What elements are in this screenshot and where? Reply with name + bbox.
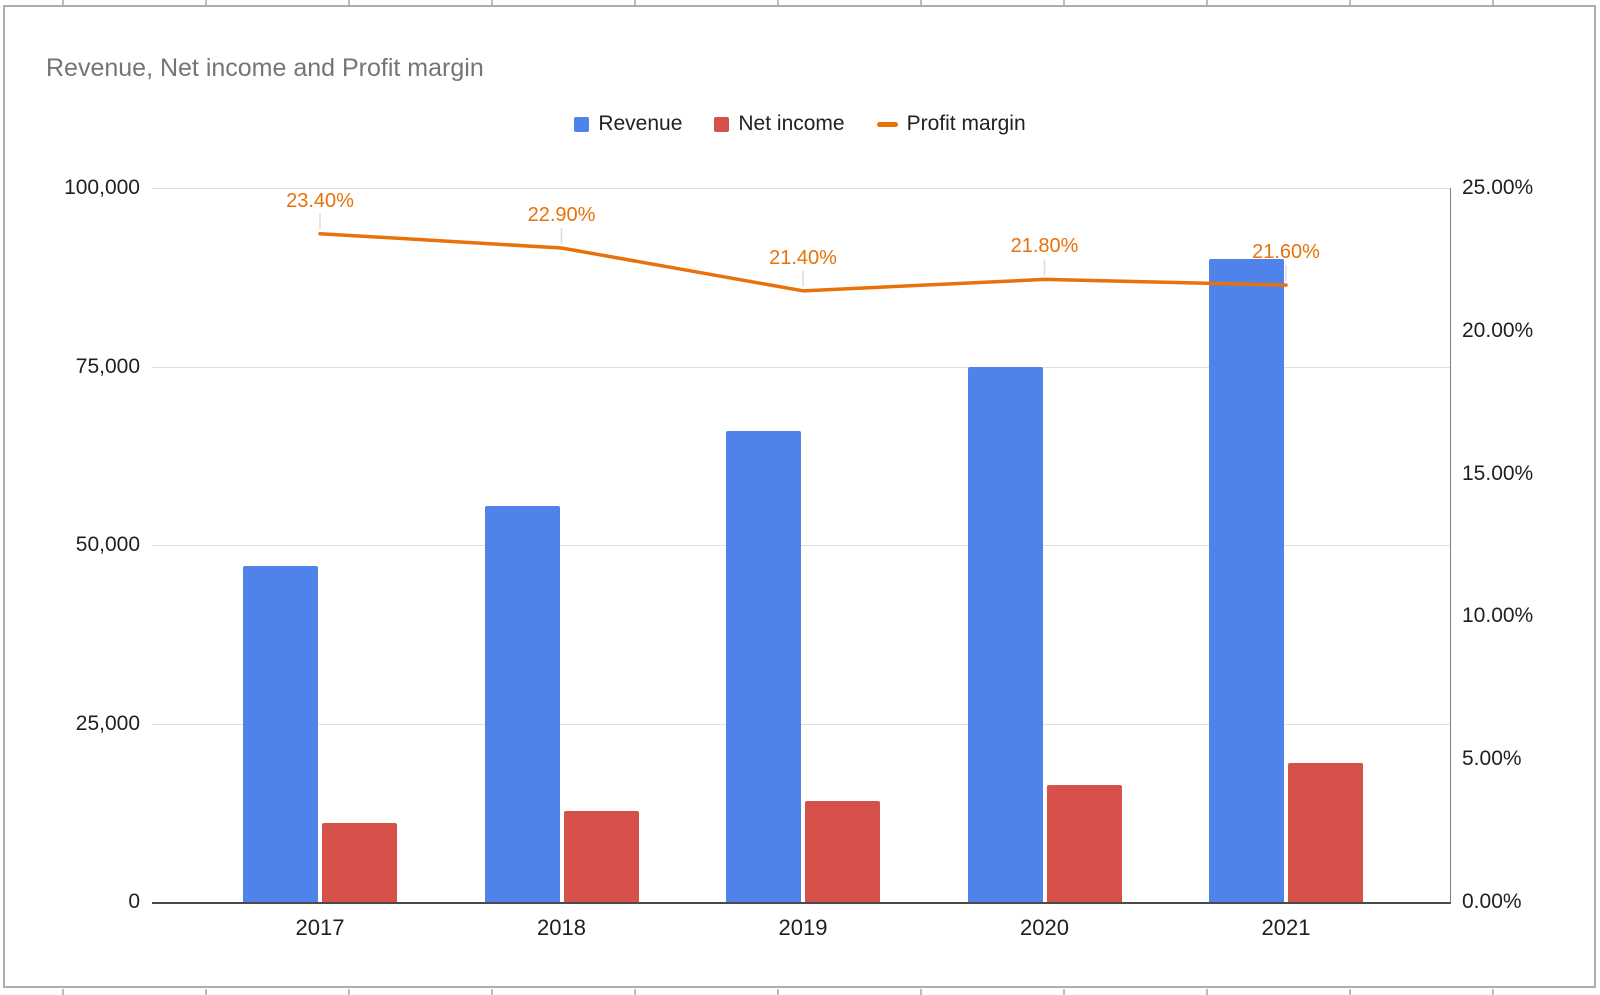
revenue-bar-2017 — [243, 566, 318, 902]
spreadsheet-grid-strip-top — [0, 0, 1600, 5]
profit-margin-label-2017: 23.40% — [286, 189, 354, 212]
chart-title: Revenue, Net income and Profit margin — [46, 54, 484, 82]
revenue-bar-2021 — [1209, 259, 1284, 902]
right-axis-tick: 5.00% — [1462, 747, 1522, 771]
x-axis-label: 2017 — [295, 915, 345, 940]
x-axis-label: 2021 — [1261, 915, 1311, 940]
gridline — [152, 188, 1450, 189]
legend-item-net-income[interactable]: Net income — [714, 112, 845, 136]
gridline — [152, 545, 1450, 546]
legend-item-revenue[interactable]: Revenue — [574, 112, 682, 136]
profit-margin-label-2018: 22.90% — [527, 203, 596, 226]
plot-area: 23.40% 22.90% 21.40% 21.80% 21.60% — [152, 188, 1451, 904]
profit-margin-label-2019: 21.40% — [769, 246, 837, 269]
chart-legend: Revenue Net income Profit margin — [0, 110, 1600, 138]
gridline — [152, 723, 1450, 725]
right-axis-tick: 15.00% — [1462, 461, 1534, 485]
net-income-bar-2018 — [563, 811, 639, 902]
left-axis-tick: 75,000 — [75, 354, 140, 378]
x-axis-label: 2020 — [1020, 915, 1069, 940]
right-axis-tick: 25.00% — [1462, 176, 1534, 199]
right-axis-tick: 0.00% — [1462, 890, 1522, 913]
net-income-bar-2021 — [1288, 763, 1363, 902]
legend-square-swatch — [574, 116, 590, 132]
spreadsheet-grid-strip-bottom — [0, 989, 1600, 995]
left-axis-tick: 25,000 — [75, 711, 140, 735]
revenue-bar-2018 — [484, 505, 560, 902]
net-income-bar-2019 — [805, 801, 880, 902]
left-axis-tick: 50,000 — [75, 533, 140, 556]
legend-label: Revenue — [598, 112, 683, 135]
x-axis-label: 2019 — [778, 915, 828, 940]
left-axis-tick: 0 — [128, 890, 140, 913]
revenue-bar-2019 — [726, 430, 801, 902]
profit-margin-polyline — [318, 231, 1288, 293]
net-income-bar-2020 — [1046, 785, 1122, 902]
profit-margin-line — [318, 213, 1288, 293]
right-axis-tick: 20.00% — [1462, 318, 1534, 342]
legend-label: Profit margin — [906, 112, 1026, 135]
x-axis-label: 2018 — [537, 915, 586, 940]
gridline — [152, 366, 1450, 368]
left-axis-tick: 100,000 — [64, 176, 140, 199]
revenue-bar-2020 — [967, 366, 1043, 902]
legend-line-swatch — [876, 121, 898, 127]
legend-label: Net income — [738, 112, 845, 135]
legend-item-profit-margin[interactable]: Profit margin — [876, 112, 1026, 136]
profit-margin-label-2021: 21.60% — [1252, 241, 1320, 264]
legend-square-swatch — [714, 116, 730, 132]
net-income-bar-2017 — [322, 823, 397, 902]
right-axis-tick: 10.00% — [1462, 604, 1534, 628]
profit-margin-label-2020: 21.80% — [1010, 235, 1079, 258]
